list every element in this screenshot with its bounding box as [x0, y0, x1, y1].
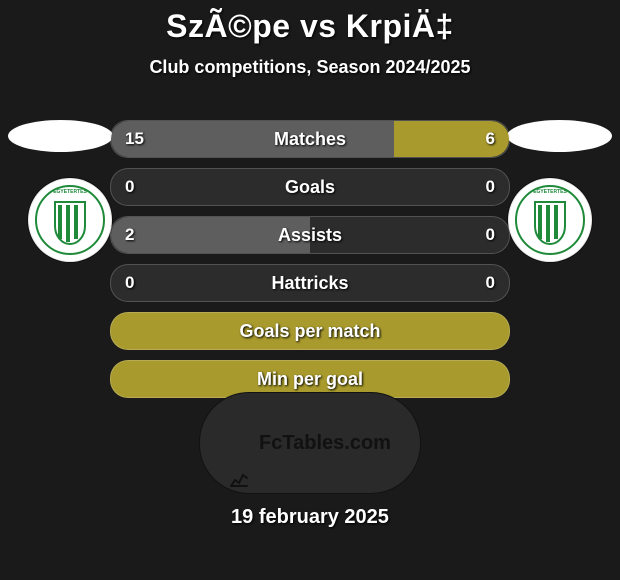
team-left-badge: EGYETERTES — [28, 178, 112, 262]
team-right-badge: EGYETERTES — [508, 178, 592, 262]
stat-label: Matches — [111, 121, 509, 157]
team-left-ellipse — [8, 120, 113, 152]
svg-text:EGYETERTES: EGYETERTES — [53, 189, 87, 195]
page-subtitle: Club competitions, Season 2024/2025 — [0, 57, 620, 78]
stat-label: Hattricks — [111, 265, 509, 301]
svg-text:EGYETERTES: EGYETERTES — [533, 189, 567, 195]
fctables-text: FcTables.com — [259, 393, 391, 493]
stat-label: Assists — [111, 217, 509, 253]
date-text: 19 february 2025 — [231, 506, 389, 529]
team-right-ellipse — [507, 120, 612, 152]
page-title: SzÃ©pe vs KrpiÄ‡ — [0, 0, 620, 45]
fctables-logo[interactable]: FcTables.com — [199, 392, 421, 494]
stat-label: Goals — [111, 169, 509, 205]
stat-row-matches: 156Matches — [110, 120, 510, 158]
stat-row-goals-per-match: Goals per match — [110, 312, 510, 350]
stat-row-assists: 20Assists — [110, 216, 510, 254]
chart-icon — [229, 433, 249, 453]
stat-row-goals: 00Goals — [110, 168, 510, 206]
stat-row-hattricks: 00Hattricks — [110, 264, 510, 302]
